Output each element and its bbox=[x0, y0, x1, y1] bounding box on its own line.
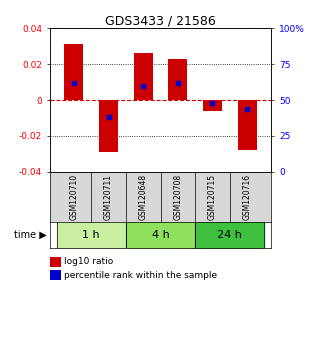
Bar bbox=[99, 100, 118, 152]
Title: GDS3433 / 21586: GDS3433 / 21586 bbox=[105, 14, 216, 27]
Text: percentile rank within the sample: percentile rank within the sample bbox=[64, 270, 217, 280]
Text: GSM120711: GSM120711 bbox=[104, 174, 113, 220]
Text: GSM120716: GSM120716 bbox=[243, 174, 252, 220]
Bar bbox=[65, 45, 83, 100]
Text: log10 ratio: log10 ratio bbox=[64, 257, 113, 266]
Bar bbox=[168, 59, 187, 100]
Text: 4 h: 4 h bbox=[152, 230, 169, 240]
Text: time ▶: time ▶ bbox=[14, 230, 47, 240]
Bar bbox=[238, 100, 256, 150]
Text: GSM120710: GSM120710 bbox=[69, 174, 78, 220]
Text: 24 h: 24 h bbox=[217, 230, 242, 240]
Text: GSM120708: GSM120708 bbox=[173, 174, 182, 220]
Bar bbox=[134, 53, 153, 100]
Text: GSM120715: GSM120715 bbox=[208, 174, 217, 220]
Text: 1 h: 1 h bbox=[82, 230, 100, 240]
Text: GSM120648: GSM120648 bbox=[139, 174, 148, 220]
Bar bbox=[203, 100, 222, 111]
